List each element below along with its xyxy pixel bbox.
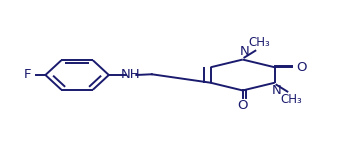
Text: N: N (272, 84, 281, 97)
Text: NH: NH (121, 69, 141, 81)
Text: CH₃: CH₃ (281, 93, 302, 106)
Text: O: O (237, 99, 248, 112)
Text: N: N (240, 45, 249, 58)
Text: CH₃: CH₃ (249, 36, 271, 49)
Text: O: O (296, 61, 306, 74)
Text: F: F (24, 69, 31, 81)
